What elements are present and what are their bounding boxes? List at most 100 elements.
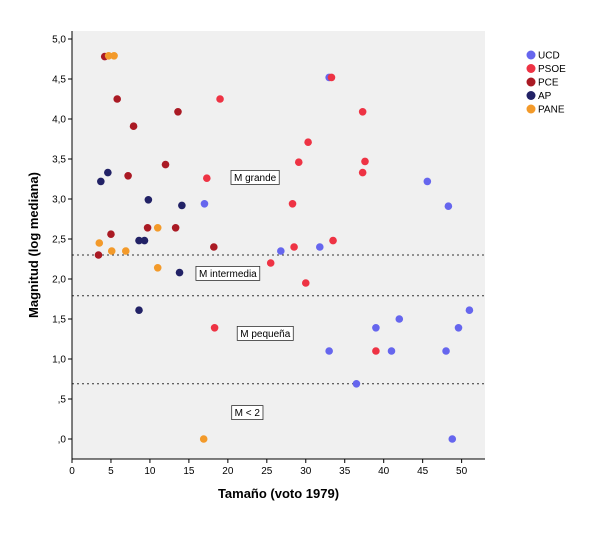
data-point [387,347,396,355]
data-point [395,315,404,323]
data-point [135,306,143,315]
data-point [110,52,118,60]
data-point [95,239,104,247]
legend-label: AP [538,91,552,102]
annotation-frame [195,265,261,281]
data-point [171,224,180,232]
series-pce [94,52,218,259]
data-point [325,347,333,355]
annotation-label: M intermedia [199,269,257,280]
x-tick-label: 40 [378,466,390,477]
data-point [144,196,153,204]
data-point [140,236,149,245]
data-points [94,52,474,443]
data-point [454,324,463,332]
x-tick-label: 45 [417,466,429,477]
data-point [129,122,138,130]
data-point [174,108,182,116]
series-ucd [200,73,474,443]
data-point [266,259,275,267]
annotation-box: M < 2 [231,405,264,421]
legend-item: PSOE [526,64,566,75]
y-tick-label: 5,0 [52,35,66,46]
legend: UCD PSOE PCE AP PANE [526,50,566,116]
x-tick-label: 25 [261,466,273,477]
data-point [329,236,337,245]
legend-item: AP [526,91,552,102]
data-point [465,306,474,315]
y-tick-label: 4,0 [52,115,66,126]
data-point [327,73,336,82]
x-axis-title: Tamaño (voto 1979) [218,486,339,501]
data-point [113,95,121,103]
data-point [121,247,130,255]
y-tick-label: 1,5 [52,315,66,326]
y-tick-label: ,0 [58,435,67,446]
x-tick-label: 20 [222,466,234,477]
legend-marker [526,64,536,73]
data-point [290,243,298,251]
data-point [442,347,450,355]
reference-lines [72,254,485,385]
data-point [358,108,367,116]
y-tick-label: 2,5 [52,235,66,246]
data-point [448,435,457,443]
data-point [352,380,361,388]
annotation-label: M pequeña [240,329,290,340]
data-point [124,172,132,180]
data-point [210,324,219,332]
legend-item: PCE [526,77,559,89]
data-point [175,268,184,277]
data-point [372,347,380,355]
annotation-label: M grande [234,173,277,184]
data-point [203,174,211,182]
data-point [358,168,367,177]
data-point [444,202,453,210]
x-tick-label: 50 [456,466,468,477]
data-point [316,243,324,251]
y-tick-label: 4,5 [52,75,66,86]
annotation-frame [236,325,294,341]
data-point [153,264,162,272]
data-point [361,157,369,166]
data-point [277,247,285,255]
data-point [178,201,186,210]
data-point [94,251,103,259]
legend-label: PCE [538,78,559,89]
y-tick-label: ,5 [58,395,67,406]
data-point [143,224,152,232]
data-point [210,243,218,251]
data-point [301,279,310,287]
x-tick-label: 35 [339,466,351,477]
legend-item: PANE [526,104,565,116]
x-tick-label: 0 [69,466,75,477]
series-psoe [203,73,380,355]
data-point [161,160,170,169]
legend-marker [526,91,536,100]
legend-label: UCD [538,51,560,62]
x-tick-label: 30 [300,466,312,477]
annotation-box: M intermedia [195,265,261,281]
data-point [288,200,297,208]
series-ap [97,168,186,315]
x-tick-label: 10 [144,466,156,477]
axes: ,0 ,5 1,0 1,5 2,0 2,5 3,0 3,5 4,0 4,5 5,0 0 5 10 15 20 2… [52,31,485,477]
data-point [153,224,162,232]
data-point [216,95,224,103]
y-tick-label: 3,5 [52,155,66,166]
data-point [199,435,208,443]
annotations: M grande M intermedia M pequeña M < 2 [195,169,294,421]
y-tick-label: 3,0 [52,195,66,206]
data-point [104,168,112,177]
annotation-frame [230,169,280,185]
data-point [107,230,115,238]
x-tick-label: 15 [183,466,195,477]
y-tick-label: 1,0 [52,355,66,366]
data-point [423,177,432,186]
data-point [294,158,303,166]
data-point [107,247,116,255]
annotation-frame [231,405,264,421]
legend-marker [526,104,536,114]
